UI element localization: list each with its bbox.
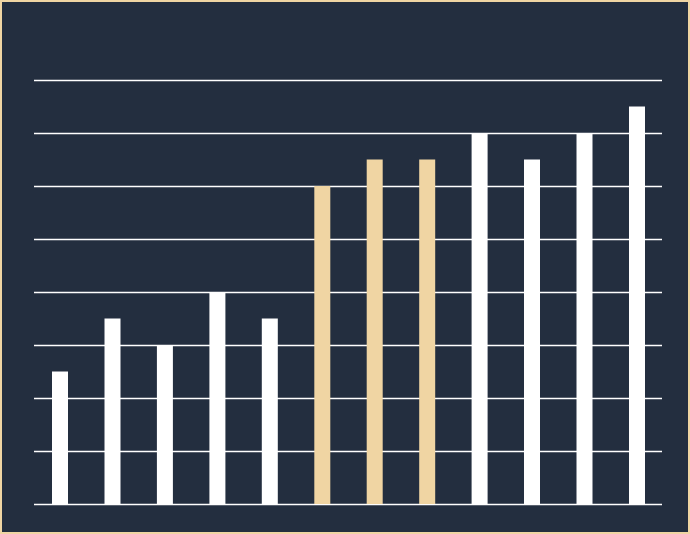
bars [52,106,645,504]
bar [104,318,121,504]
highlighted-bar [366,159,383,504]
bar [471,133,488,504]
bar [156,345,173,504]
bar [576,133,593,504]
bar [261,318,278,504]
bar [209,292,226,504]
bar [524,159,540,504]
highlighted-bar [314,186,331,504]
bar [629,106,645,504]
gridlines [34,79,662,506]
bar [52,371,68,504]
highlighted-bar [419,159,436,504]
